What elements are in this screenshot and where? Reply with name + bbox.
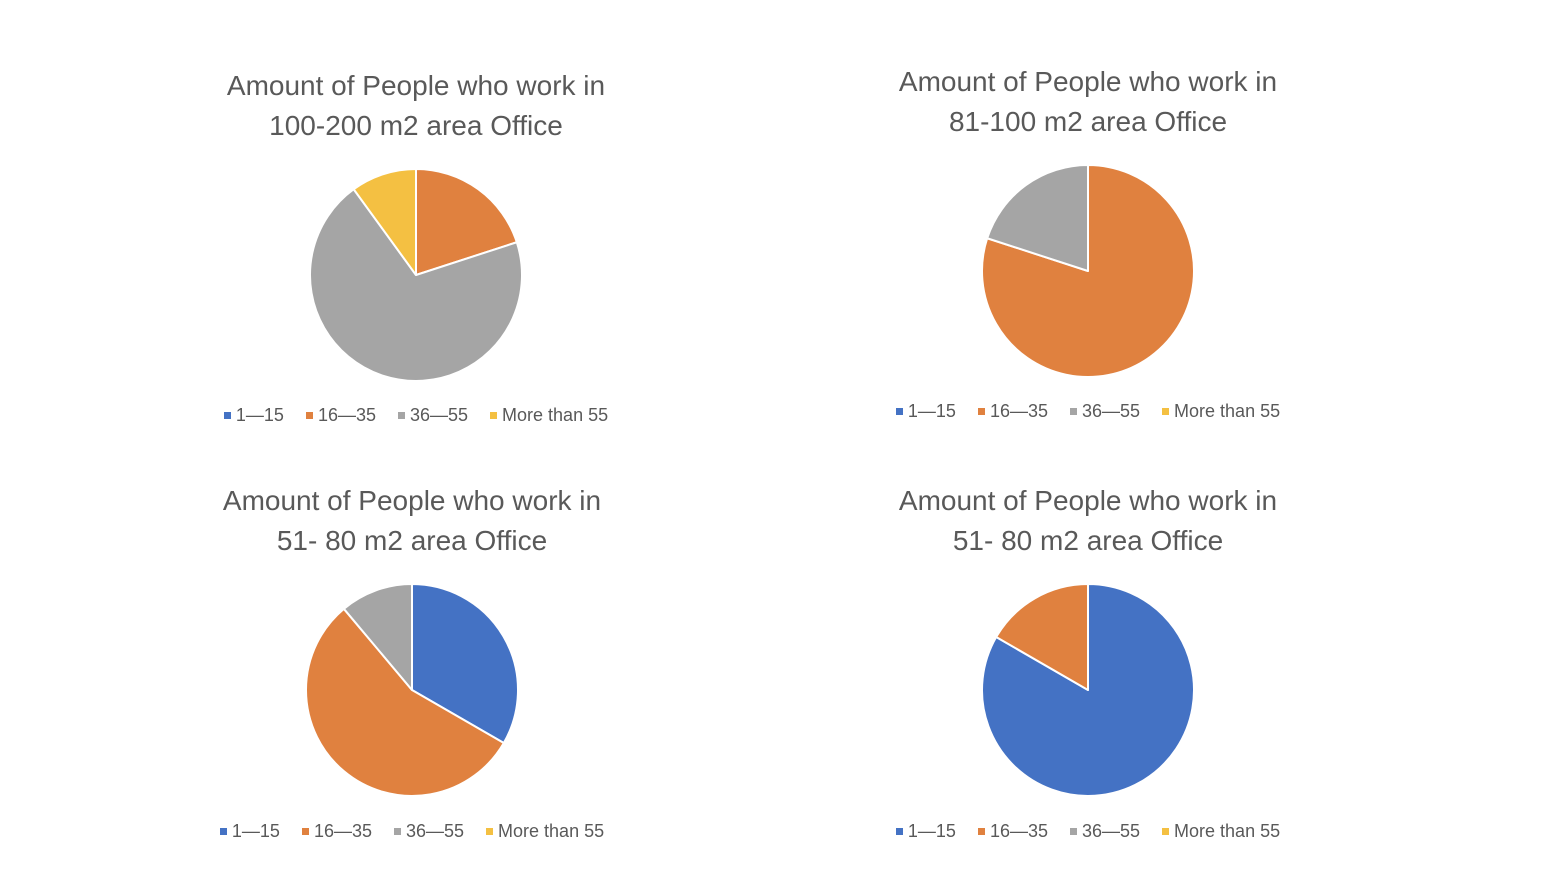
legend-swatch — [977, 827, 985, 835]
legend-label: 1—15 — [907, 401, 956, 421]
legend-swatch — [219, 827, 227, 835]
legend: 1—15 16—35 36—55 More than 55 — [92, 820, 732, 842]
legend-label: 1—15 — [235, 405, 284, 425]
legend-swatch — [1162, 407, 1170, 415]
legend: 1—15 16—35 36—55 More than 55 — [768, 820, 1408, 842]
legend: 1—15 16—35 36—55 More than 55 — [768, 400, 1408, 422]
legend-item: 1—15 — [895, 400, 956, 422]
pie-plot — [309, 168, 523, 382]
legend-swatch — [486, 827, 494, 835]
pie-slice-36-55 — [986, 164, 1089, 272]
pie-chart-81-100: Amount of People who work in 81-100 m2 a… — [768, 62, 1408, 462]
legend-item: More than 55 — [490, 404, 608, 426]
chart-title-line-2: 81-100 m2 area Office — [948, 106, 1228, 137]
pie-plot — [981, 164, 1195, 378]
legend-item: 16—35 — [301, 820, 372, 842]
legend-label: 16—35 — [989, 821, 1048, 841]
chart-title: Amount of People who work in 51- 80 m2 a… — [92, 481, 732, 561]
legend-swatch — [305, 411, 313, 419]
legend-swatch — [1069, 407, 1077, 415]
legend-item: 1—15 — [895, 820, 956, 842]
legend-item: 16—35 — [977, 820, 1048, 842]
legend-swatch — [895, 407, 903, 415]
pie-slice-36-55 — [342, 583, 413, 691]
chart-title-line-2: 51- 80 m2 area Office — [276, 525, 548, 556]
chart-title-line-1: Amount of People who work in — [222, 485, 602, 516]
legend-item: 16—35 — [305, 404, 376, 426]
legend-label: 36—55 — [1081, 821, 1141, 841]
pie-slice-16-35 — [995, 583, 1089, 691]
pie-chart-51-80-b: Amount of People who work in 51- 80 m2 a… — [768, 481, 1408, 881]
legend-swatch — [1069, 827, 1077, 835]
legend-label: 16—35 — [989, 401, 1048, 421]
pie-slice-16-35 — [981, 164, 1195, 378]
legend-label: 16—35 — [317, 405, 376, 425]
legend-item: 1—15 — [223, 404, 284, 426]
legend-swatch — [1162, 827, 1170, 835]
legend-item: 16—35 — [977, 400, 1048, 422]
legend-label: 36—55 — [1081, 401, 1141, 421]
pie-slice-16-35 — [305, 607, 505, 797]
legend-item: 36—55 — [393, 820, 465, 842]
legend-label: 1—15 — [907, 821, 956, 841]
legend-swatch — [490, 411, 498, 419]
legend-label: More than 55 — [498, 821, 605, 841]
legend-label: More than 55 — [502, 405, 609, 425]
legend-item: More than 55 — [1162, 400, 1280, 422]
chart-title-line-2: 100-200 m2 area Office — [269, 110, 563, 141]
legend: 1—15 16—35 36—55 More than 55 — [96, 404, 736, 426]
legend-item: 36—55 — [1069, 400, 1141, 422]
chart-title: Amount of People who work in 51- 80 m2 a… — [768, 481, 1408, 561]
legend-swatch — [977, 407, 985, 415]
legend-label: 36—55 — [405, 821, 465, 841]
legend-item: 36—55 — [1069, 820, 1141, 842]
legend-swatch — [397, 411, 405, 419]
pie-slice-16-35 — [415, 168, 518, 276]
legend-swatch — [301, 827, 309, 835]
legend-item: 1—15 — [219, 820, 280, 842]
legend-label: More than 55 — [1174, 821, 1281, 841]
chart-title-line-1: Amount of People who work in — [898, 485, 1278, 516]
pie-chart-100-200: Amount of People who work in 100-200 m2 … — [96, 66, 736, 466]
legend-swatch — [223, 411, 231, 419]
chart-title-line-2: 51- 80 m2 area Office — [952, 525, 1224, 556]
chart-title: Amount of People who work in 81-100 m2 a… — [768, 62, 1408, 142]
legend-item: More than 55 — [486, 820, 604, 842]
legend-swatch — [895, 827, 903, 835]
legend-label: 1—15 — [231, 821, 280, 841]
pie-plot — [305, 583, 519, 797]
pie-slice-1-15 — [411, 583, 519, 744]
chart-title-line-1: Amount of People who work in — [898, 66, 1278, 97]
legend-label: More than 55 — [1174, 401, 1281, 421]
chart-title-line-1: Amount of People who work in — [226, 70, 606, 101]
pie-chart-51-80-a: Amount of People who work in 51- 80 m2 a… — [92, 481, 732, 881]
legend-swatch — [393, 827, 401, 835]
legend-label: 36—55 — [409, 405, 469, 425]
pie-plot — [981, 583, 1195, 797]
pie-slice-more-than-55 — [352, 168, 417, 276]
legend-item: More than 55 — [1162, 820, 1280, 842]
legend-label: 16—35 — [313, 821, 372, 841]
legend-item: 36—55 — [397, 404, 469, 426]
pie-slice-36-55 — [309, 188, 523, 382]
chart-title: Amount of People who work in 100-200 m2 … — [96, 66, 736, 146]
